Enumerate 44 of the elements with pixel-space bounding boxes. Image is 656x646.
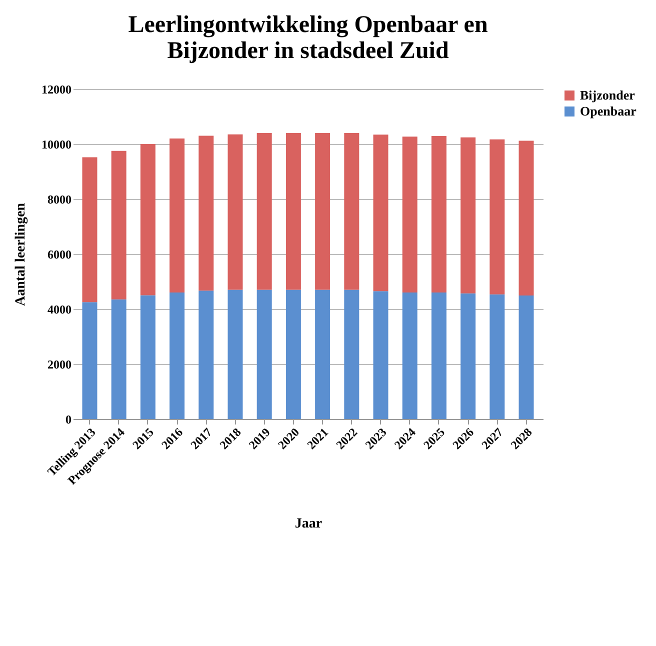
y-axis-title: Aantal leerlingen bbox=[14, 202, 28, 306]
bar bbox=[344, 290, 360, 419]
bar bbox=[490, 294, 505, 419]
y-tick-label: 0 bbox=[66, 412, 72, 426]
y-tick-label: 12000 bbox=[42, 82, 72, 96]
bar bbox=[373, 134, 388, 292]
y-tick-label: 4000 bbox=[48, 302, 72, 316]
bar bbox=[256, 290, 272, 419]
bar bbox=[82, 157, 98, 302]
bar bbox=[518, 140, 534, 296]
bar bbox=[198, 136, 214, 291]
bar bbox=[111, 299, 126, 419]
bar bbox=[286, 290, 301, 419]
bar bbox=[315, 133, 330, 290]
y-tick-label: 2000 bbox=[48, 358, 72, 372]
bar bbox=[431, 292, 446, 419]
bar bbox=[286, 133, 301, 290]
bar bbox=[228, 134, 243, 290]
bar bbox=[140, 295, 156, 419]
bar bbox=[402, 136, 418, 292]
bar bbox=[315, 290, 330, 419]
bar bbox=[198, 290, 214, 419]
bar bbox=[228, 290, 243, 419]
bar bbox=[170, 138, 185, 292]
bar bbox=[518, 296, 534, 419]
bar bbox=[431, 136, 446, 292]
chart-title: Leerlingontwikkeling Openbaar en Bijzonder in stadsdeel Zuid bbox=[128, 12, 488, 64]
bar bbox=[402, 292, 418, 419]
bar bbox=[460, 137, 476, 294]
y-tick-label: 10000 bbox=[42, 138, 72, 152]
bar bbox=[111, 150, 126, 300]
bar bbox=[170, 292, 185, 419]
bar bbox=[460, 293, 476, 419]
legend-label: Openbaar bbox=[580, 104, 637, 118]
bar bbox=[256, 133, 272, 290]
legend-label: Bijzonder bbox=[580, 88, 636, 102]
bar bbox=[344, 133, 360, 290]
bar bbox=[82, 302, 98, 419]
y-tick-label: 6000 bbox=[48, 248, 72, 262]
bar bbox=[490, 139, 505, 294]
bar bbox=[140, 144, 156, 296]
x-axis-title: Jaar bbox=[294, 516, 322, 532]
y-tick-label: 8000 bbox=[48, 192, 72, 206]
bar bbox=[373, 291, 388, 419]
